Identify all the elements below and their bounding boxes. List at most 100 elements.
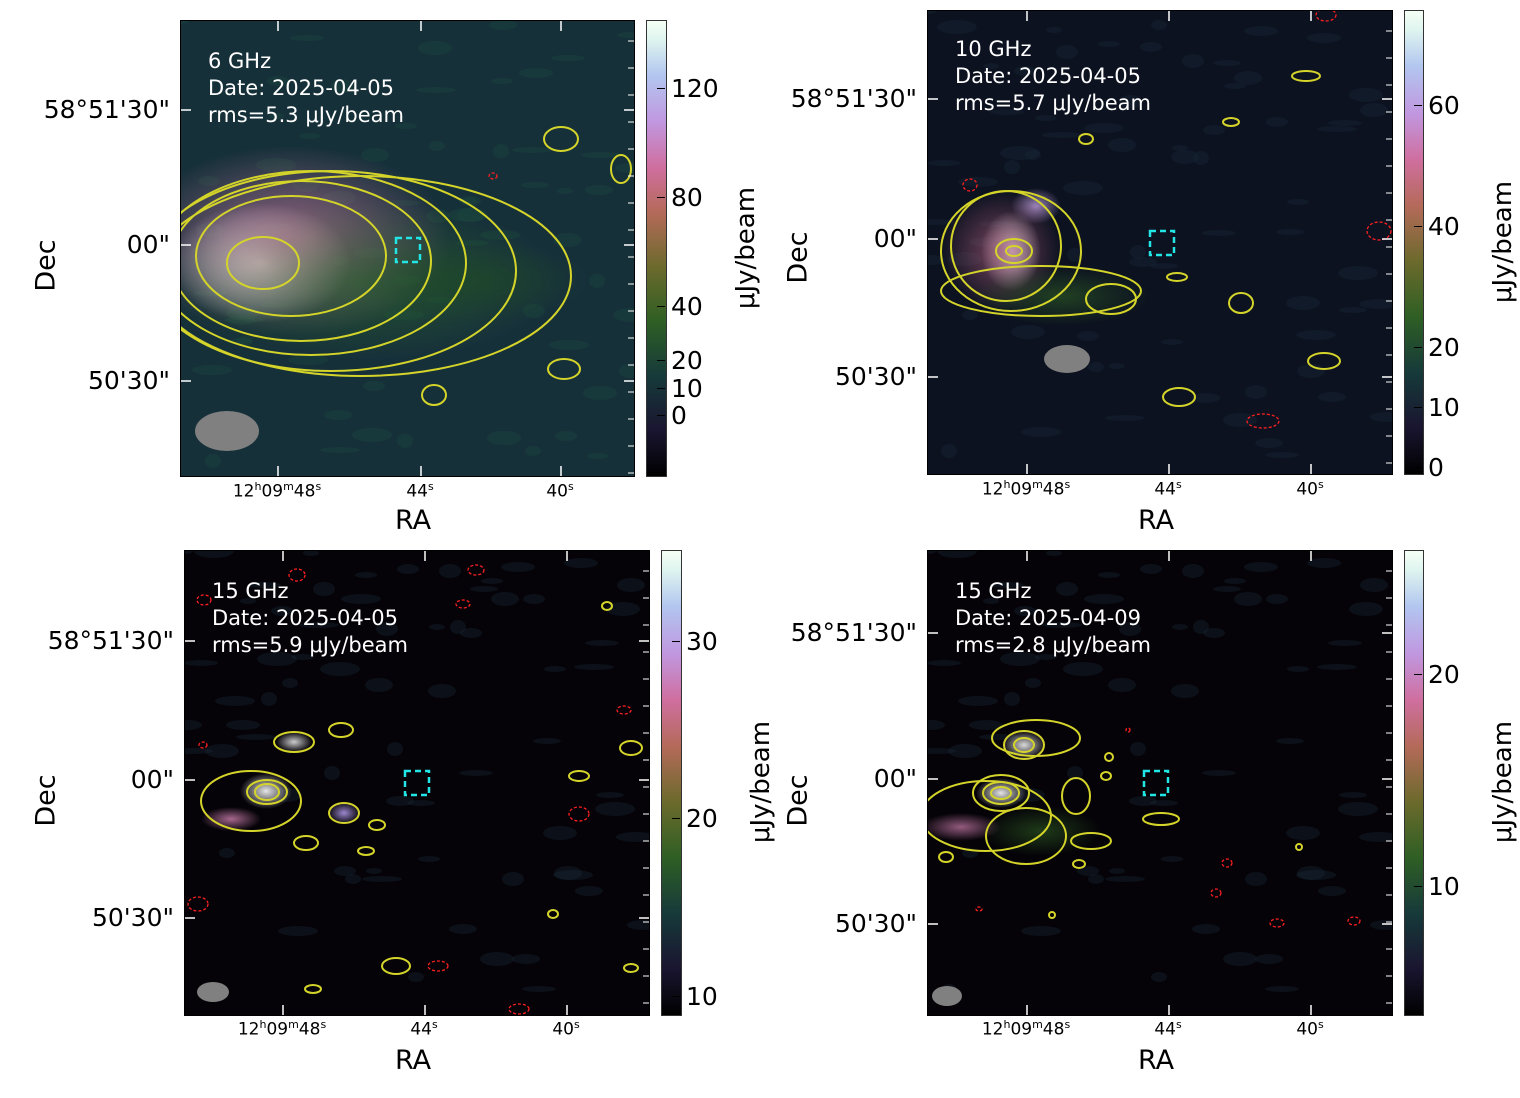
panel-annotation: 15 GHz Date: 2025-04-09 rms=2.8 μJy/beam [955, 578, 1151, 659]
noise-patch [1317, 664, 1357, 670]
noise-patch [1276, 229, 1304, 235]
contour [568, 770, 590, 782]
noise-patch [1276, 738, 1304, 744]
noise-patch [1265, 452, 1299, 458]
noise-patch [185, 720, 202, 730]
noise-patch [185, 748, 213, 754]
noise-patch [606, 602, 640, 616]
y-axis-label: Dec [30, 774, 62, 827]
noise-patch [324, 766, 340, 780]
dec-tick-label: 50'30" [835, 909, 917, 938]
noise-patch [1025, 678, 1041, 688]
contour [1061, 777, 1091, 815]
noise-patch [1359, 832, 1392, 842]
dec-tick-label: 58°51'30" [43, 95, 170, 124]
noise-patch [1202, 770, 1236, 776]
noise-patch [928, 660, 961, 666]
negative-contour [1221, 858, 1233, 868]
noise-patch [521, 182, 549, 188]
noise-patch [1035, 115, 1057, 121]
noise-patch [1360, 103, 1388, 117]
dec-tick-label: 00" [126, 230, 170, 259]
noise-patch [962, 310, 978, 320]
noise-patch [341, 594, 381, 604]
negative-contour [508, 1003, 530, 1015]
ra-tick-label: 44s [1154, 478, 1182, 500]
noise-patch [1360, 578, 1388, 592]
noise-patch [1098, 41, 1120, 47]
noise-patch [544, 666, 566, 672]
contour [928, 780, 1052, 852]
contour [1104, 752, 1114, 762]
noise-patch [407, 800, 435, 806]
noise-patch [581, 152, 621, 158]
noise-patch [257, 652, 297, 666]
emission-blob [328, 802, 360, 824]
noise-patch [1109, 868, 1125, 874]
noise-patch [1171, 150, 1199, 164]
noise-patch [1021, 427, 1061, 437]
noise-patch [1359, 299, 1392, 309]
noise-patch [1192, 924, 1220, 934]
noise-patch [1338, 802, 1378, 816]
contour [547, 358, 581, 380]
noise-patch [460, 628, 482, 638]
map-image [185, 551, 649, 1015]
noise-patch [320, 447, 360, 453]
noise-patch [1014, 606, 1036, 616]
noise-patch [928, 551, 936, 554]
noise-patch [937, 551, 977, 558]
annotation-line: rms=2.8 μJy/beam [955, 633, 1151, 657]
noise-patch [1370, 920, 1392, 930]
contour [1142, 812, 1180, 826]
noise-patch [937, 20, 977, 34]
noise-patch [366, 868, 382, 874]
colorbar-tick-label: 30 [672, 627, 718, 656]
contour [328, 722, 354, 738]
ra-tick-label: 12h09m48s [232, 480, 322, 502]
negative-contour [962, 178, 978, 192]
noise-patch [1084, 123, 1124, 133]
contour [226, 236, 300, 290]
noise-patch [1234, 592, 1262, 606]
noise-patch [613, 308, 634, 322]
noise-patch [1328, 640, 1362, 646]
ra-tick-label: 12h09m48s [981, 478, 1071, 500]
noise-patch [1287, 199, 1309, 205]
noise-patch [1296, 330, 1336, 340]
dec-tick-label: 50'30" [92, 903, 174, 932]
contour [1100, 771, 1112, 781]
contour [181, 175, 572, 377]
noise-patch [585, 640, 619, 646]
emission-blob [351, 241, 591, 321]
noise-patch [324, 410, 352, 420]
noise-patch [1105, 876, 1145, 882]
noise-patch [1056, 582, 1078, 596]
noise-patch [587, 453, 609, 459]
emission-blob [971, 266, 1151, 326]
noise-patch [282, 678, 298, 688]
noise-patch [1245, 872, 1267, 886]
noise-patch [387, 742, 403, 756]
noise-patch [1000, 146, 1040, 160]
noise-patch [303, 551, 319, 556]
negative-contour [427, 960, 449, 972]
colorbar-tick-label: 40 [657, 292, 703, 321]
annotation-line: rms=5.9 μJy/beam [212, 633, 408, 657]
colorbar-tick-label: 20 [657, 346, 703, 375]
noise-patch [271, 606, 293, 616]
x-axis-label: RA [1138, 505, 1175, 536]
negative-contour [568, 806, 590, 822]
dec-tick-label: 50'30" [88, 366, 170, 395]
noise-patch [1202, 230, 1236, 236]
noise-patch [1042, 622, 1082, 628]
noise-patch [948, 744, 982, 758]
noise-patch [334, 866, 356, 876]
negative-contour [196, 594, 212, 606]
dec-tick-label: 50'30" [835, 362, 917, 391]
noise-patch [525, 446, 541, 456]
colorbar-tick-label: 120 [657, 74, 719, 103]
noise-patch [1203, 628, 1225, 638]
noise-patch [1307, 33, 1341, 43]
noise-patch [1129, 796, 1157, 806]
